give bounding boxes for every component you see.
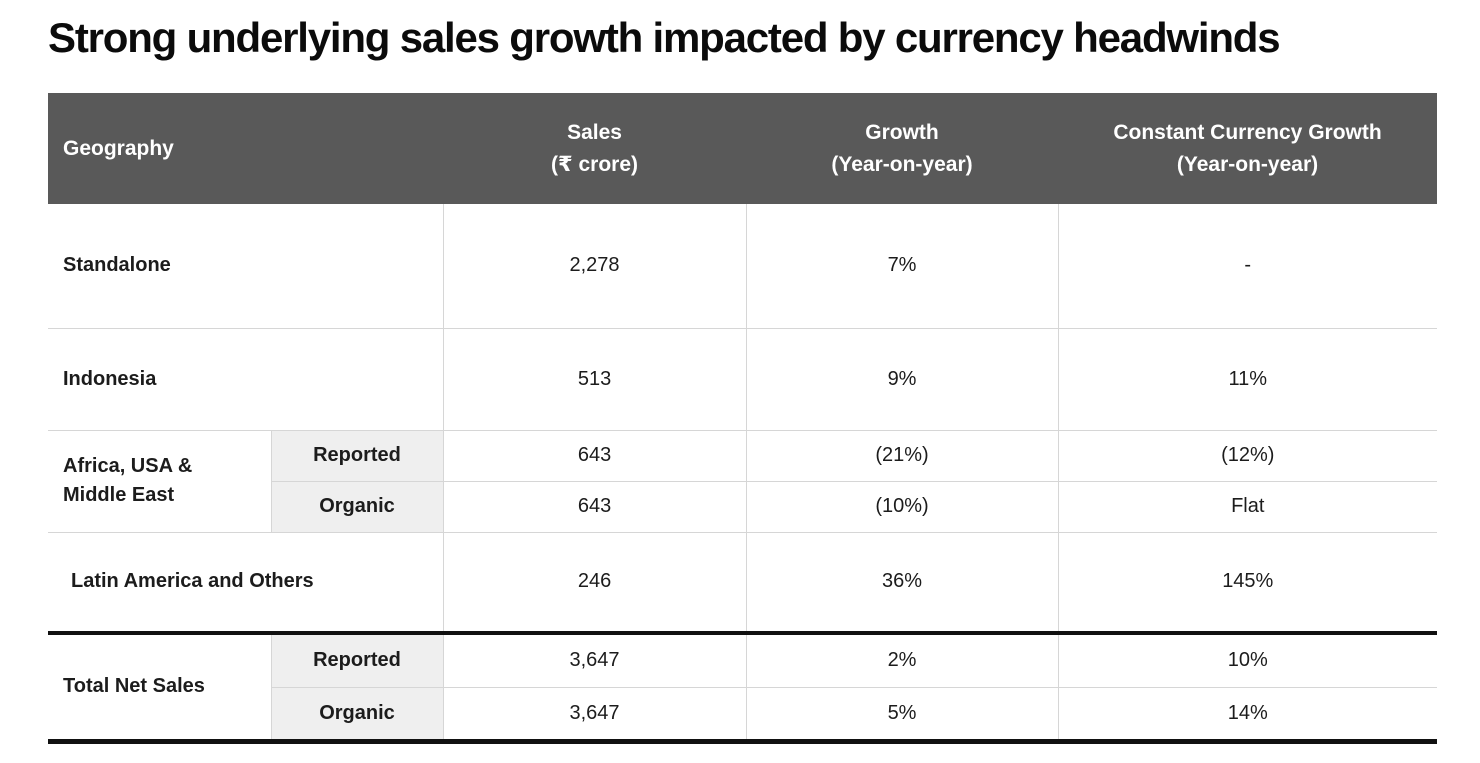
cell-africa-geography: Africa, USA & Middle East bbox=[63, 455, 193, 506]
cell-indonesia-ccg: 11% bbox=[1057, 328, 1438, 430]
table-row-standalone: Standalone 2,278 7% - bbox=[48, 204, 1438, 328]
cell-standalone-sales: 2,278 bbox=[442, 204, 747, 328]
table-body: Standalone 2,278 7% - Indonesia 513 9% 1… bbox=[48, 204, 1438, 741]
cell-total-organic-label: Organic bbox=[270, 687, 444, 741]
header-sales: Sales (₹ crore) bbox=[443, 93, 747, 204]
cell-total-organic-growth: 5% bbox=[745, 687, 1059, 741]
table-row-total-reported: Total Net Sales Reported 3,647 2% 10% bbox=[48, 633, 1438, 697]
table-header: Geography Sales (₹ crore) Growth (Year-o… bbox=[48, 93, 1438, 204]
cell-africa-reported-label: Reported bbox=[270, 430, 444, 481]
cell-africa-reported-sales: 643 bbox=[442, 430, 747, 481]
cell-africa-reported-growth: (21%) bbox=[745, 430, 1059, 481]
cell-standalone-ccg: - bbox=[1057, 204, 1438, 328]
cell-total-reported-growth: 2% bbox=[745, 633, 1059, 687]
header-growth-line2: (Year-on-year) bbox=[831, 152, 973, 176]
cell-indonesia-growth: 9% bbox=[745, 328, 1059, 430]
cell-total-reported-ccg: 10% bbox=[1057, 633, 1438, 687]
cell-indonesia-sales: 513 bbox=[442, 328, 747, 430]
table-row-total-organic: Organic 3,647 5% 14% bbox=[48, 687, 1438, 741]
sales-by-geography-table: Geography Sales (₹ crore) Growth (Year-o… bbox=[48, 93, 1438, 744]
cell-total-organic-sales: 3,647 bbox=[442, 687, 747, 741]
cell-total-reported-label: Reported bbox=[270, 633, 444, 687]
cell-africa-organic-ccg: Flat bbox=[1057, 481, 1438, 532]
cell-africa-organic-label: Organic bbox=[270, 481, 444, 532]
cell-standalone-geography: Standalone bbox=[63, 254, 171, 277]
header-constant-currency-growth: Constant Currency Growth (Year-on-year) bbox=[1058, 93, 1438, 204]
header-ccg-line1: Constant Currency Growth bbox=[1113, 121, 1382, 144]
header-growth: Growth (Year-on-year) bbox=[746, 93, 1059, 204]
cell-latam-ccg: 145% bbox=[1057, 532, 1438, 633]
cell-total-organic-ccg: 14% bbox=[1057, 687, 1438, 741]
cell-indonesia-geography: Indonesia bbox=[63, 367, 157, 390]
header-growth-line1: Growth bbox=[865, 121, 939, 144]
header-ccg-line2: (Year-on-year) bbox=[1176, 152, 1319, 176]
page-title: Strong underlying sales growth impacted … bbox=[48, 14, 1281, 61]
cell-total-geography: Total Net Sales bbox=[63, 675, 205, 698]
header-geography-label: Geography bbox=[63, 136, 174, 160]
table-row-africa-reported: Africa, USA & Middle East Reported 643 (… bbox=[48, 430, 1438, 506]
cell-latam-sales: 246 bbox=[442, 532, 747, 633]
header-geography: Geography bbox=[48, 93, 444, 204]
cell-africa-organic-growth: (10%) bbox=[745, 481, 1059, 532]
cell-africa-organic-sales: 643 bbox=[442, 481, 747, 532]
header-sales-line2: (₹ crore) bbox=[551, 152, 638, 176]
cell-latam-growth: 36% bbox=[745, 532, 1059, 633]
table-row-latin-america: Latin America and Others 246 36% 145% bbox=[48, 532, 1438, 633]
table-row-africa-organic: Organic 643 (10%) Flat bbox=[48, 481, 1438, 532]
cell-latam-geography: Latin America and Others bbox=[71, 570, 314, 593]
table-row-indonesia: Indonesia 513 9% 11% bbox=[48, 328, 1438, 430]
header-row: Geography Sales (₹ crore) Growth (Year-o… bbox=[48, 93, 1438, 204]
cell-total-reported-sales: 3,647 bbox=[442, 633, 747, 687]
header-sales-line1: Sales bbox=[567, 121, 622, 144]
cell-africa-reported-ccg: (12%) bbox=[1057, 430, 1438, 481]
cell-standalone-growth: 7% bbox=[745, 204, 1059, 328]
